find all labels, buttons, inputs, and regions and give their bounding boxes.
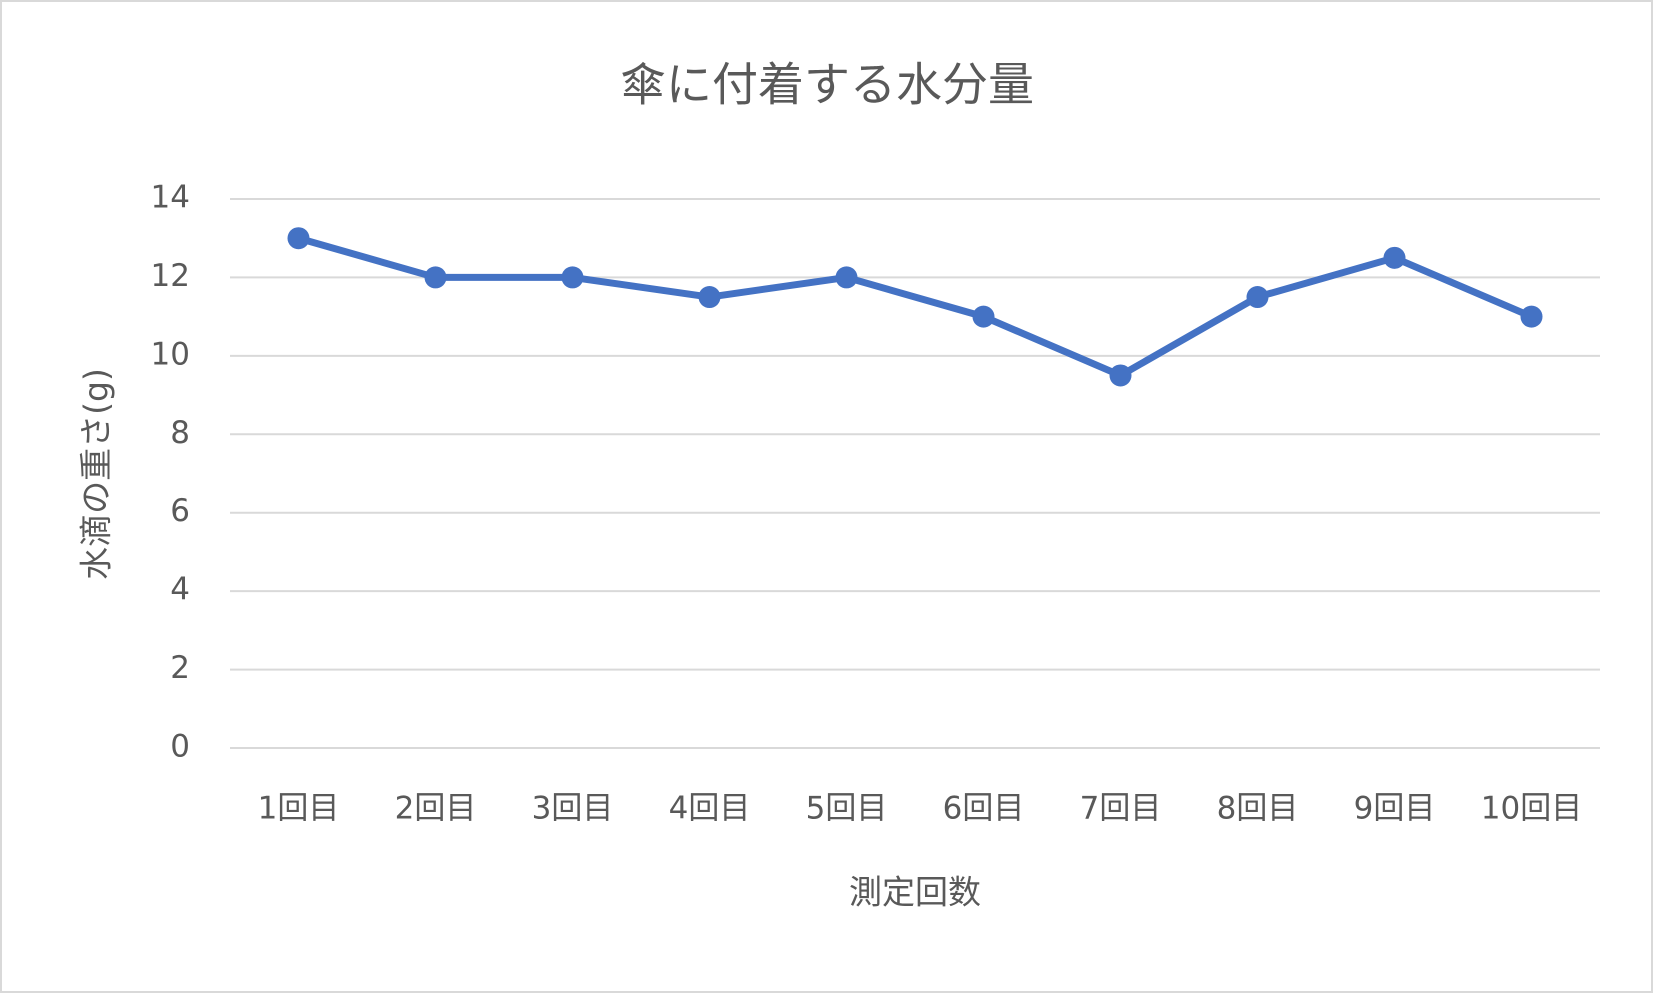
y-tick-label: 14 [151, 180, 190, 216]
x-tick-label: 8回目 [1217, 791, 1299, 827]
y-tick-label: 10 [151, 336, 190, 372]
data-point [698, 286, 721, 309]
data-line [297, 234, 1533, 379]
data-point [1109, 364, 1132, 387]
x-axis-title: 測定回数 [849, 873, 981, 912]
x-tick-label: 1回目 [258, 791, 340, 827]
y-tick-label: 8 [170, 415, 190, 451]
data-point [835, 266, 858, 289]
x-tick-label: 5回目 [806, 791, 888, 827]
x-tick-label: 9回目 [1354, 791, 1436, 827]
x-tick-label: 6回目 [943, 791, 1025, 827]
x-tick-label: 3回目 [532, 791, 614, 827]
y-tick-label: 6 [170, 493, 190, 529]
data-point [287, 227, 310, 250]
data-point [1520, 305, 1543, 328]
x-tick-label: 7回目 [1080, 791, 1162, 827]
x-tick-label: 2回目 [395, 791, 477, 827]
data-point [1246, 286, 1269, 309]
y-tick-label: 0 [170, 729, 190, 765]
data-point [1383, 246, 1406, 269]
data-point [561, 266, 584, 289]
y-tick-label: 12 [151, 258, 190, 294]
data-point [424, 266, 447, 289]
x-tick-label: 10回目 [1481, 791, 1582, 827]
y-tick-label: 2 [170, 650, 190, 686]
y-axis-title: 水滴の重さ(g) [77, 368, 116, 580]
x-tick-label: 4回目 [669, 791, 751, 827]
data-point [972, 305, 995, 328]
chart-title: 傘に付着する水分量 [620, 58, 1034, 112]
y-tick-label: 4 [170, 572, 190, 608]
